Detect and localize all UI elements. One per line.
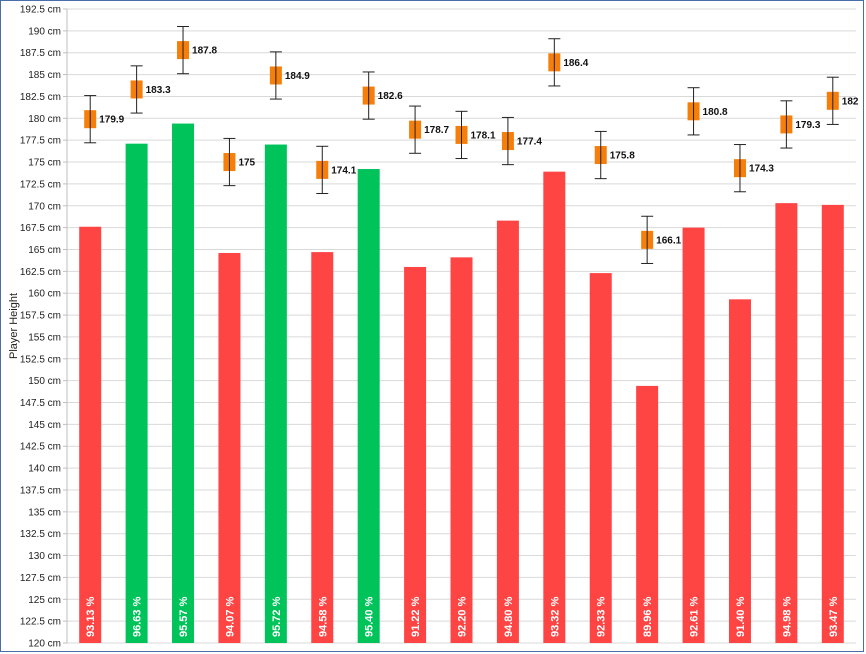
y-tick-label: 162.5 cm	[20, 267, 61, 278]
y-tick-label: 192.5 cm	[20, 5, 61, 16]
y-axis-title: Player Height	[8, 293, 20, 359]
marker-data-label: 180.8	[703, 107, 728, 118]
bar	[496, 220, 519, 644]
bar-percent-label: 92.20 %	[457, 596, 469, 637]
bar-percent-label: 93.47 %	[828, 596, 840, 637]
y-tick-label: 160 cm	[28, 289, 61, 300]
y-tick-label: 187.5 cm	[20, 48, 61, 59]
bar	[775, 203, 798, 643]
bar	[357, 169, 380, 644]
bar	[543, 171, 566, 643]
bar-percent-label: 93.13 %	[85, 596, 97, 637]
y-tick-label: 190 cm	[28, 26, 61, 37]
bar-percent-label: 92.61 %	[689, 596, 701, 637]
y-tick-label: 140 cm	[28, 464, 61, 475]
bar	[218, 252, 241, 643]
y-tick-label: 125 cm	[28, 595, 61, 606]
bar-percent-label: 95.57 %	[178, 596, 190, 637]
y-tick-label: 150 cm	[28, 376, 61, 387]
bar-percent-label: 92.33 %	[596, 596, 608, 637]
y-tick-label: 147.5 cm	[20, 398, 61, 409]
bar	[589, 273, 612, 643]
marker-data-label: 182.6	[378, 91, 403, 102]
bar-percent-label: 93.32 %	[549, 596, 561, 637]
y-tick-label: 122.5 cm	[20, 617, 61, 628]
bar	[79, 226, 102, 643]
marker-data-label: 182	[842, 96, 859, 107]
marker-data-label: 175.8	[610, 151, 635, 162]
marker-data-label: 179.9	[99, 115, 124, 126]
y-tick-label: 120 cm	[28, 639, 61, 650]
y-tick-label: 142.5 cm	[20, 442, 61, 453]
bar	[172, 123, 195, 643]
y-tick-label: 127.5 cm	[20, 573, 61, 584]
y-tick-label: 170 cm	[28, 201, 61, 212]
y-tick-label: 157.5 cm	[20, 311, 61, 322]
marker-data-label: 186.4	[563, 58, 588, 69]
y-tick-label: 135 cm	[28, 507, 61, 518]
y-tick-label: 172.5 cm	[20, 179, 61, 190]
y-tick-label: 180 cm	[28, 114, 61, 125]
bar-percent-label: 94.80 %	[503, 596, 515, 637]
bar	[682, 227, 705, 643]
marker-data-label: 174.3	[749, 164, 774, 175]
bar	[264, 144, 287, 643]
markers: 179.9 183.3 187.8 175 184.9 174.1 182.6 178.7 17…	[84, 25, 859, 264]
marker-data-label: 177.4	[517, 137, 542, 148]
y-tick-label: 185 cm	[28, 70, 61, 81]
y-tick-label: 182.5 cm	[20, 92, 61, 103]
y-tick-label: 145 cm	[28, 420, 61, 431]
marker-data-label: 183.3	[146, 85, 171, 96]
bar-percent-label: 96.63 %	[132, 596, 144, 637]
bar	[821, 204, 844, 643]
y-tick-label: 152.5 cm	[20, 354, 61, 365]
y-tick-label: 130 cm	[28, 551, 61, 562]
y-tick-label: 165 cm	[28, 245, 61, 256]
y-tick-label: 167.5 cm	[20, 223, 61, 234]
marker-data-label: 166.1	[656, 235, 681, 246]
y-tick-label: 132.5 cm	[20, 529, 61, 540]
bar-percent-label: 91.40 %	[735, 596, 747, 637]
y-axis: 120 cm 122.5 cm 125 cm 127.5 cm 130 cm 132.5 …	[20, 5, 68, 650]
marker-data-label: 179.3	[795, 120, 820, 131]
bar	[311, 252, 334, 643]
marker-data-label: 175	[238, 158, 255, 169]
bar-percent-label: 95.40 %	[364, 596, 376, 637]
bar-percent-label: 95.72 %	[271, 596, 283, 637]
marker-data-label: 187.8	[192, 46, 217, 57]
bar	[728, 299, 751, 643]
bar	[636, 385, 659, 643]
marker-data-label: 184.9	[285, 71, 310, 82]
bar	[450, 257, 473, 643]
marker-data-label: 174.1	[331, 165, 356, 176]
marker-data-label: 178.7	[424, 125, 449, 136]
y-tick-label: 137.5 cm	[20, 485, 61, 496]
bar-percent-label: 94.98 %	[781, 596, 793, 637]
bar-percent-label: 94.07 %	[224, 596, 236, 637]
bar	[404, 266, 427, 643]
bar-percent-label: 89.96 %	[642, 596, 654, 637]
y-tick-label: 177.5 cm	[20, 136, 61, 147]
y-tick-label: 155 cm	[28, 332, 61, 343]
y-tick-label: 175 cm	[28, 158, 61, 169]
marker-data-label: 178.1	[471, 130, 496, 141]
bar-percent-label: 94.58 %	[317, 596, 329, 637]
bar	[125, 143, 148, 643]
bars: 93.13 % 96.63 % 95.57 % 94.07 % 95.72 % 94.58…	[79, 123, 844, 644]
bar-percent-label: 91.22 %	[410, 596, 422, 637]
